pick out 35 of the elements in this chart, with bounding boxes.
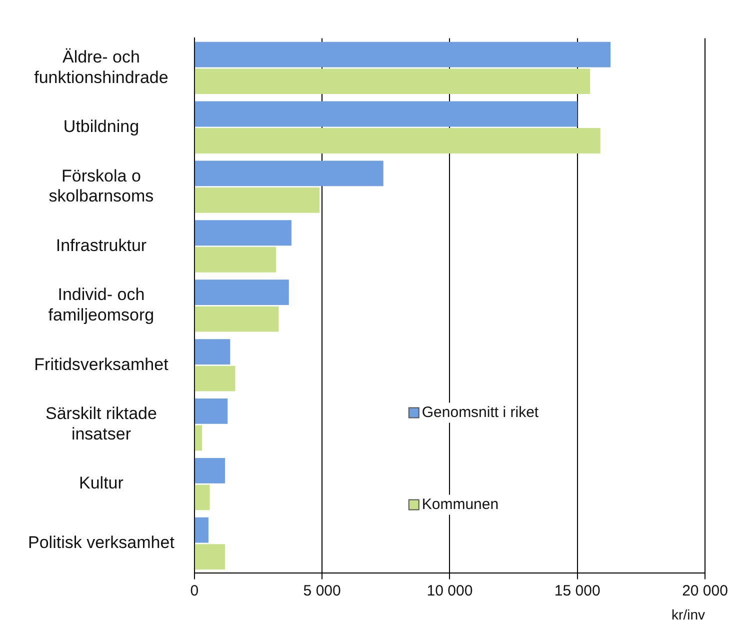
legend-label: Genomsnitt i riket: [422, 404, 540, 421]
bar: [194, 160, 384, 186]
x-tick-label: 10 000: [426, 582, 473, 600]
x-axis-title: kr/inv: [672, 606, 705, 622]
bar: [194, 484, 210, 510]
bar: [194, 398, 228, 424]
x-tick-label: 20 000: [682, 582, 728, 600]
y-tick-label: Förskola o skolbarnsoms: [48, 166, 154, 206]
bar: [194, 246, 276, 272]
x-tick-label: 5 000: [303, 582, 341, 600]
bar: [194, 280, 289, 306]
y-tick-label: Särskilt riktade insatser: [45, 404, 157, 444]
bar: [194, 306, 279, 332]
y-tick-label: Politisk verksamhet: [28, 533, 175, 552]
y-tick-label: Äldre- och funktionshindrade: [34, 47, 168, 87]
bar: [194, 425, 202, 451]
y-tick-label: Individ- och familjeomsorg: [48, 285, 154, 325]
y-tick-label: Infrastruktur: [56, 236, 147, 255]
bar: [194, 101, 578, 127]
bar: [194, 42, 611, 68]
bar: [194, 366, 236, 392]
y-tick-label: Kultur: [79, 474, 124, 493]
bar: [194, 187, 320, 213]
y-tick-label: Fritidsverksamhet: [34, 354, 169, 374]
legend-label: Kommunen: [422, 496, 499, 513]
bar: [194, 220, 292, 246]
bar: [194, 128, 600, 154]
bar: [194, 339, 230, 364]
x-tick-label: 0: [190, 582, 199, 600]
x-tick-label: 15 000: [554, 582, 600, 600]
bar: [194, 458, 226, 484]
bar: [194, 517, 208, 543]
bar: [194, 544, 226, 570]
y-tick-label: Utbildning: [63, 117, 140, 136]
bar: [194, 68, 590, 94]
